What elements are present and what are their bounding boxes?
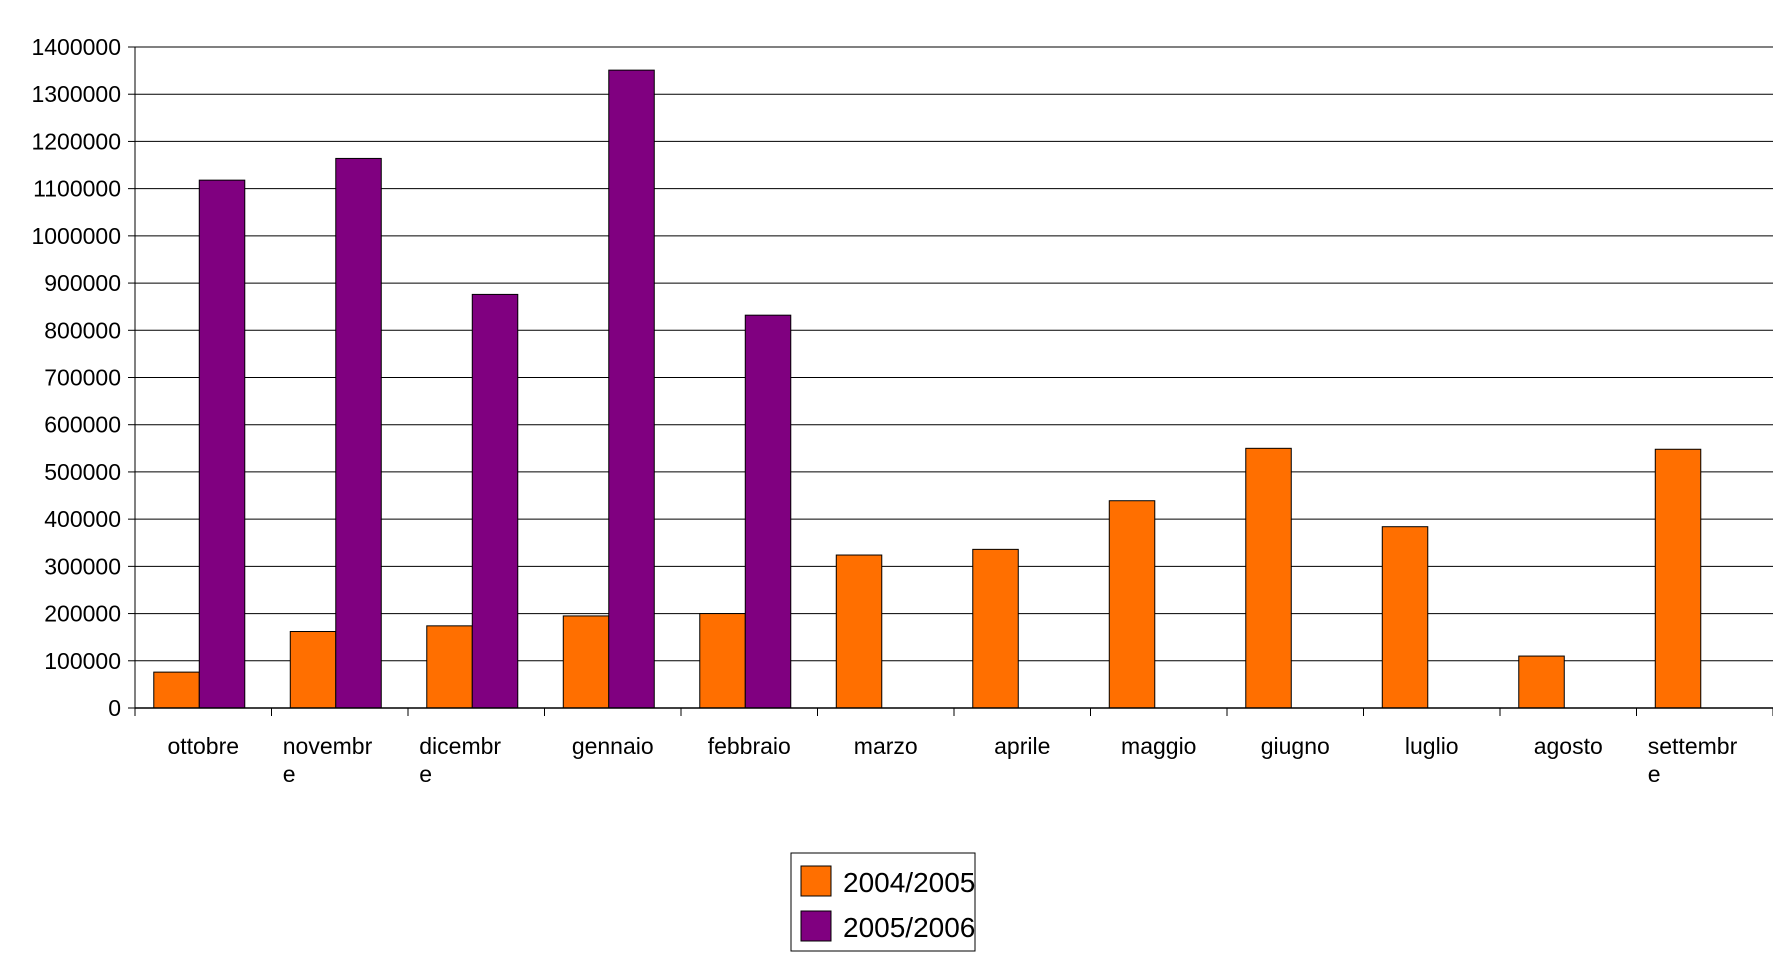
bar-2005-2006 — [744, 314, 792, 709]
y-tick-label: 1400000 — [31, 34, 121, 60]
bar-2004-2005 — [289, 631, 337, 709]
gridlines — [128, 46, 1773, 709]
bar-2004-2005 — [699, 613, 746, 709]
legend-label: 2005/2006 — [843, 912, 975, 943]
bar-2004-2005 — [426, 625, 473, 709]
y-tick-label: 500000 — [44, 459, 121, 485]
bar-2004-2005 — [835, 554, 883, 709]
x-tick-label: marzo — [854, 733, 918, 759]
y-tick-label: 1200000 — [31, 128, 121, 154]
axes — [134, 47, 1773, 716]
bar-2004-2005 — [972, 548, 1019, 709]
x-tick-label: gennaio — [572, 733, 654, 759]
bars — [153, 69, 1702, 709]
y-tick-label: 400000 — [44, 506, 121, 532]
x-tick-label: giugno — [1261, 733, 1330, 759]
bar-2004-2005 — [1654, 448, 1702, 709]
legend-swatch — [800, 865, 832, 897]
legend-label: 2004/2005 — [843, 867, 975, 898]
bar-2004-2005 — [1518, 655, 1565, 709]
y-tick-label: 300000 — [44, 553, 121, 579]
x-axis-tick-labels: ottobre novembr e dicembr e gennaio febbraio ma… — [167, 733, 1737, 787]
y-tick-label: 600000 — [44, 412, 121, 438]
x-tick-label: aprile — [994, 733, 1050, 759]
bar-2004-2005 — [153, 671, 200, 709]
y-tick-label: 700000 — [44, 365, 121, 391]
x-tick-label: maggio — [1121, 733, 1196, 759]
x-tick-label: dicembr e — [419, 733, 501, 787]
bar-2004-2005 — [562, 615, 610, 709]
x-tick-label: luglio — [1405, 733, 1459, 759]
bar-2005-2006 — [471, 293, 519, 709]
bar-2004-2005 — [1108, 500, 1156, 709]
x-tick-label: novembr e — [283, 733, 373, 787]
y-tick-label: 800000 — [44, 317, 121, 343]
x-tick-label: ottobre — [167, 733, 239, 759]
x-tick-label: settembr e — [1648, 733, 1738, 787]
y-tick-label: 200000 — [44, 601, 121, 627]
y-tick-label: 100000 — [44, 648, 121, 674]
legend: 2004/2005 2005/2006 — [790, 852, 976, 952]
y-tick-label: 1000000 — [31, 223, 121, 249]
y-tick-label: 0 — [108, 695, 121, 721]
bar-2005-2006 — [335, 157, 382, 709]
y-axis-tick-labels: 0 100000 200000 300000 400000 500000 600000 700… — [31, 34, 121, 721]
y-tick-label: 1100000 — [33, 176, 121, 202]
x-tick-label: febbraio — [708, 733, 791, 759]
y-tick-label: 900000 — [44, 270, 121, 296]
bar-2004-2005 — [1245, 447, 1292, 709]
bar-2005-2006 — [198, 179, 246, 709]
y-tick-label: 1300000 — [31, 81, 121, 107]
x-tick-label: agosto — [1534, 733, 1603, 759]
legend-swatch — [800, 910, 832, 942]
bar-2005-2006 — [608, 69, 655, 709]
bar-2004-2005 — [1381, 526, 1429, 709]
